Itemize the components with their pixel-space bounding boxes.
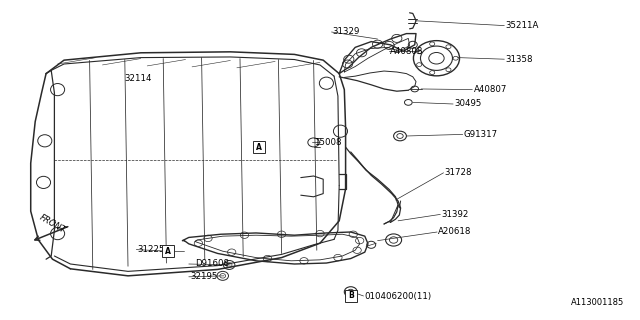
Text: 32114: 32114 bbox=[125, 74, 152, 83]
FancyBboxPatch shape bbox=[253, 141, 265, 153]
Text: G91317: G91317 bbox=[464, 130, 498, 139]
Text: D91608: D91608 bbox=[195, 260, 229, 268]
Text: A113001185: A113001185 bbox=[571, 298, 624, 307]
Text: 35211A: 35211A bbox=[506, 21, 539, 30]
Text: 15008: 15008 bbox=[314, 138, 341, 147]
Text: FRONT: FRONT bbox=[38, 213, 67, 235]
Text: A: A bbox=[164, 247, 171, 256]
FancyBboxPatch shape bbox=[345, 290, 356, 302]
Text: 31358: 31358 bbox=[506, 55, 533, 64]
Text: 31392: 31392 bbox=[442, 210, 469, 219]
Text: 31329: 31329 bbox=[333, 28, 360, 36]
Text: A: A bbox=[256, 143, 262, 152]
Text: A40808: A40808 bbox=[390, 47, 424, 56]
Text: 30495: 30495 bbox=[454, 100, 482, 108]
Text: 010406200(11): 010406200(11) bbox=[365, 292, 432, 300]
Text: B: B bbox=[348, 292, 353, 300]
Text: 31225: 31225 bbox=[138, 245, 165, 254]
Text: A20618: A20618 bbox=[438, 228, 472, 236]
Text: A40807: A40807 bbox=[474, 85, 507, 94]
FancyBboxPatch shape bbox=[162, 245, 173, 257]
Text: 31728: 31728 bbox=[445, 168, 472, 177]
Text: 32195: 32195 bbox=[191, 272, 218, 281]
